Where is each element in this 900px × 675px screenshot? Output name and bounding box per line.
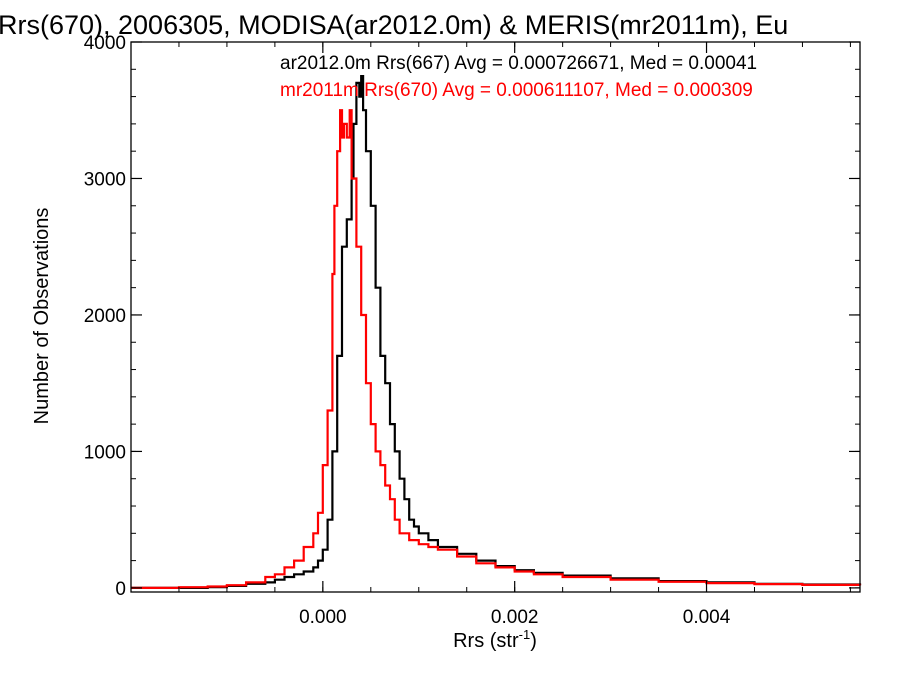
legend-entry-red: mr2011m Rrs(670) Avg = 0.000611107, Med …	[280, 80, 753, 101]
x-tick-label: 0.002	[491, 607, 539, 628]
y-tick-label: 1000	[84, 442, 126, 463]
x-axis-label-superscript: -1	[519, 627, 531, 642]
legend-entry-black: ar2012.0m Rrs(667) Avg = 0.000726671, Me…	[280, 53, 757, 74]
series-layer	[131, 75, 862, 589]
x-tick-label: 0.000	[299, 607, 347, 628]
plot-frame	[130, 41, 861, 593]
x-axis-label-close: )	[530, 630, 537, 652]
y-tick-label: 0	[115, 579, 126, 600]
y-axis-label: Number of Observations	[31, 208, 53, 425]
x-axis-label: Rrs (str-1)	[453, 627, 537, 652]
series-line-black	[131, 75, 862, 589]
series-line-red	[131, 109, 862, 589]
x-tick-label: 0.004	[683, 607, 731, 628]
y-tick-label: 2000	[84, 306, 126, 327]
tick-layer: 0.000 0.002 0.004 0 1000 2000 3000 4000	[84, 33, 860, 628]
y-tick-label: 4000	[84, 33, 126, 54]
y-tick-label: 3000	[84, 169, 126, 190]
chart-title: Rrs(670), 2006305, MODISA(ar2012.0m) & M…	[0, 10, 788, 40]
x-axis-label-main: Rrs (str	[453, 630, 519, 652]
